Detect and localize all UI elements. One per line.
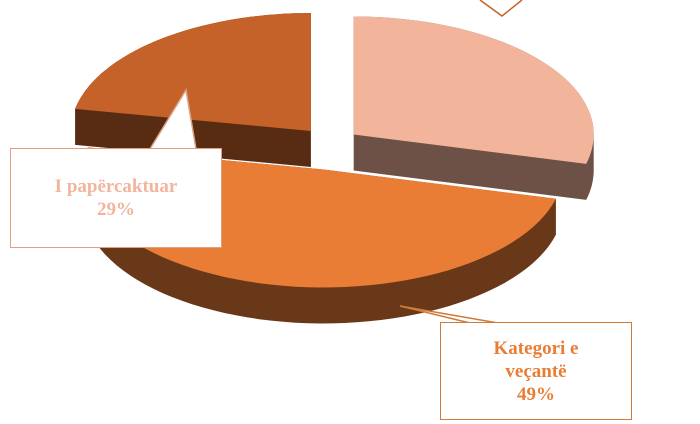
slice-label: Kategori e veçantë [493,337,579,382]
slice-value-label: 49% [517,383,555,405]
slice-value-label: 29% [97,199,135,220]
callout: Kategori e veçantë 49% [440,322,632,420]
slice [75,13,311,131]
callout: I papërcaktuar 29% [10,148,222,248]
callout-pointer [149,87,197,150]
slice-label: I papërcaktuar [54,176,178,197]
slice [353,16,594,164]
callout-pointer [479,0,523,17]
callout-pointer [399,305,499,324]
